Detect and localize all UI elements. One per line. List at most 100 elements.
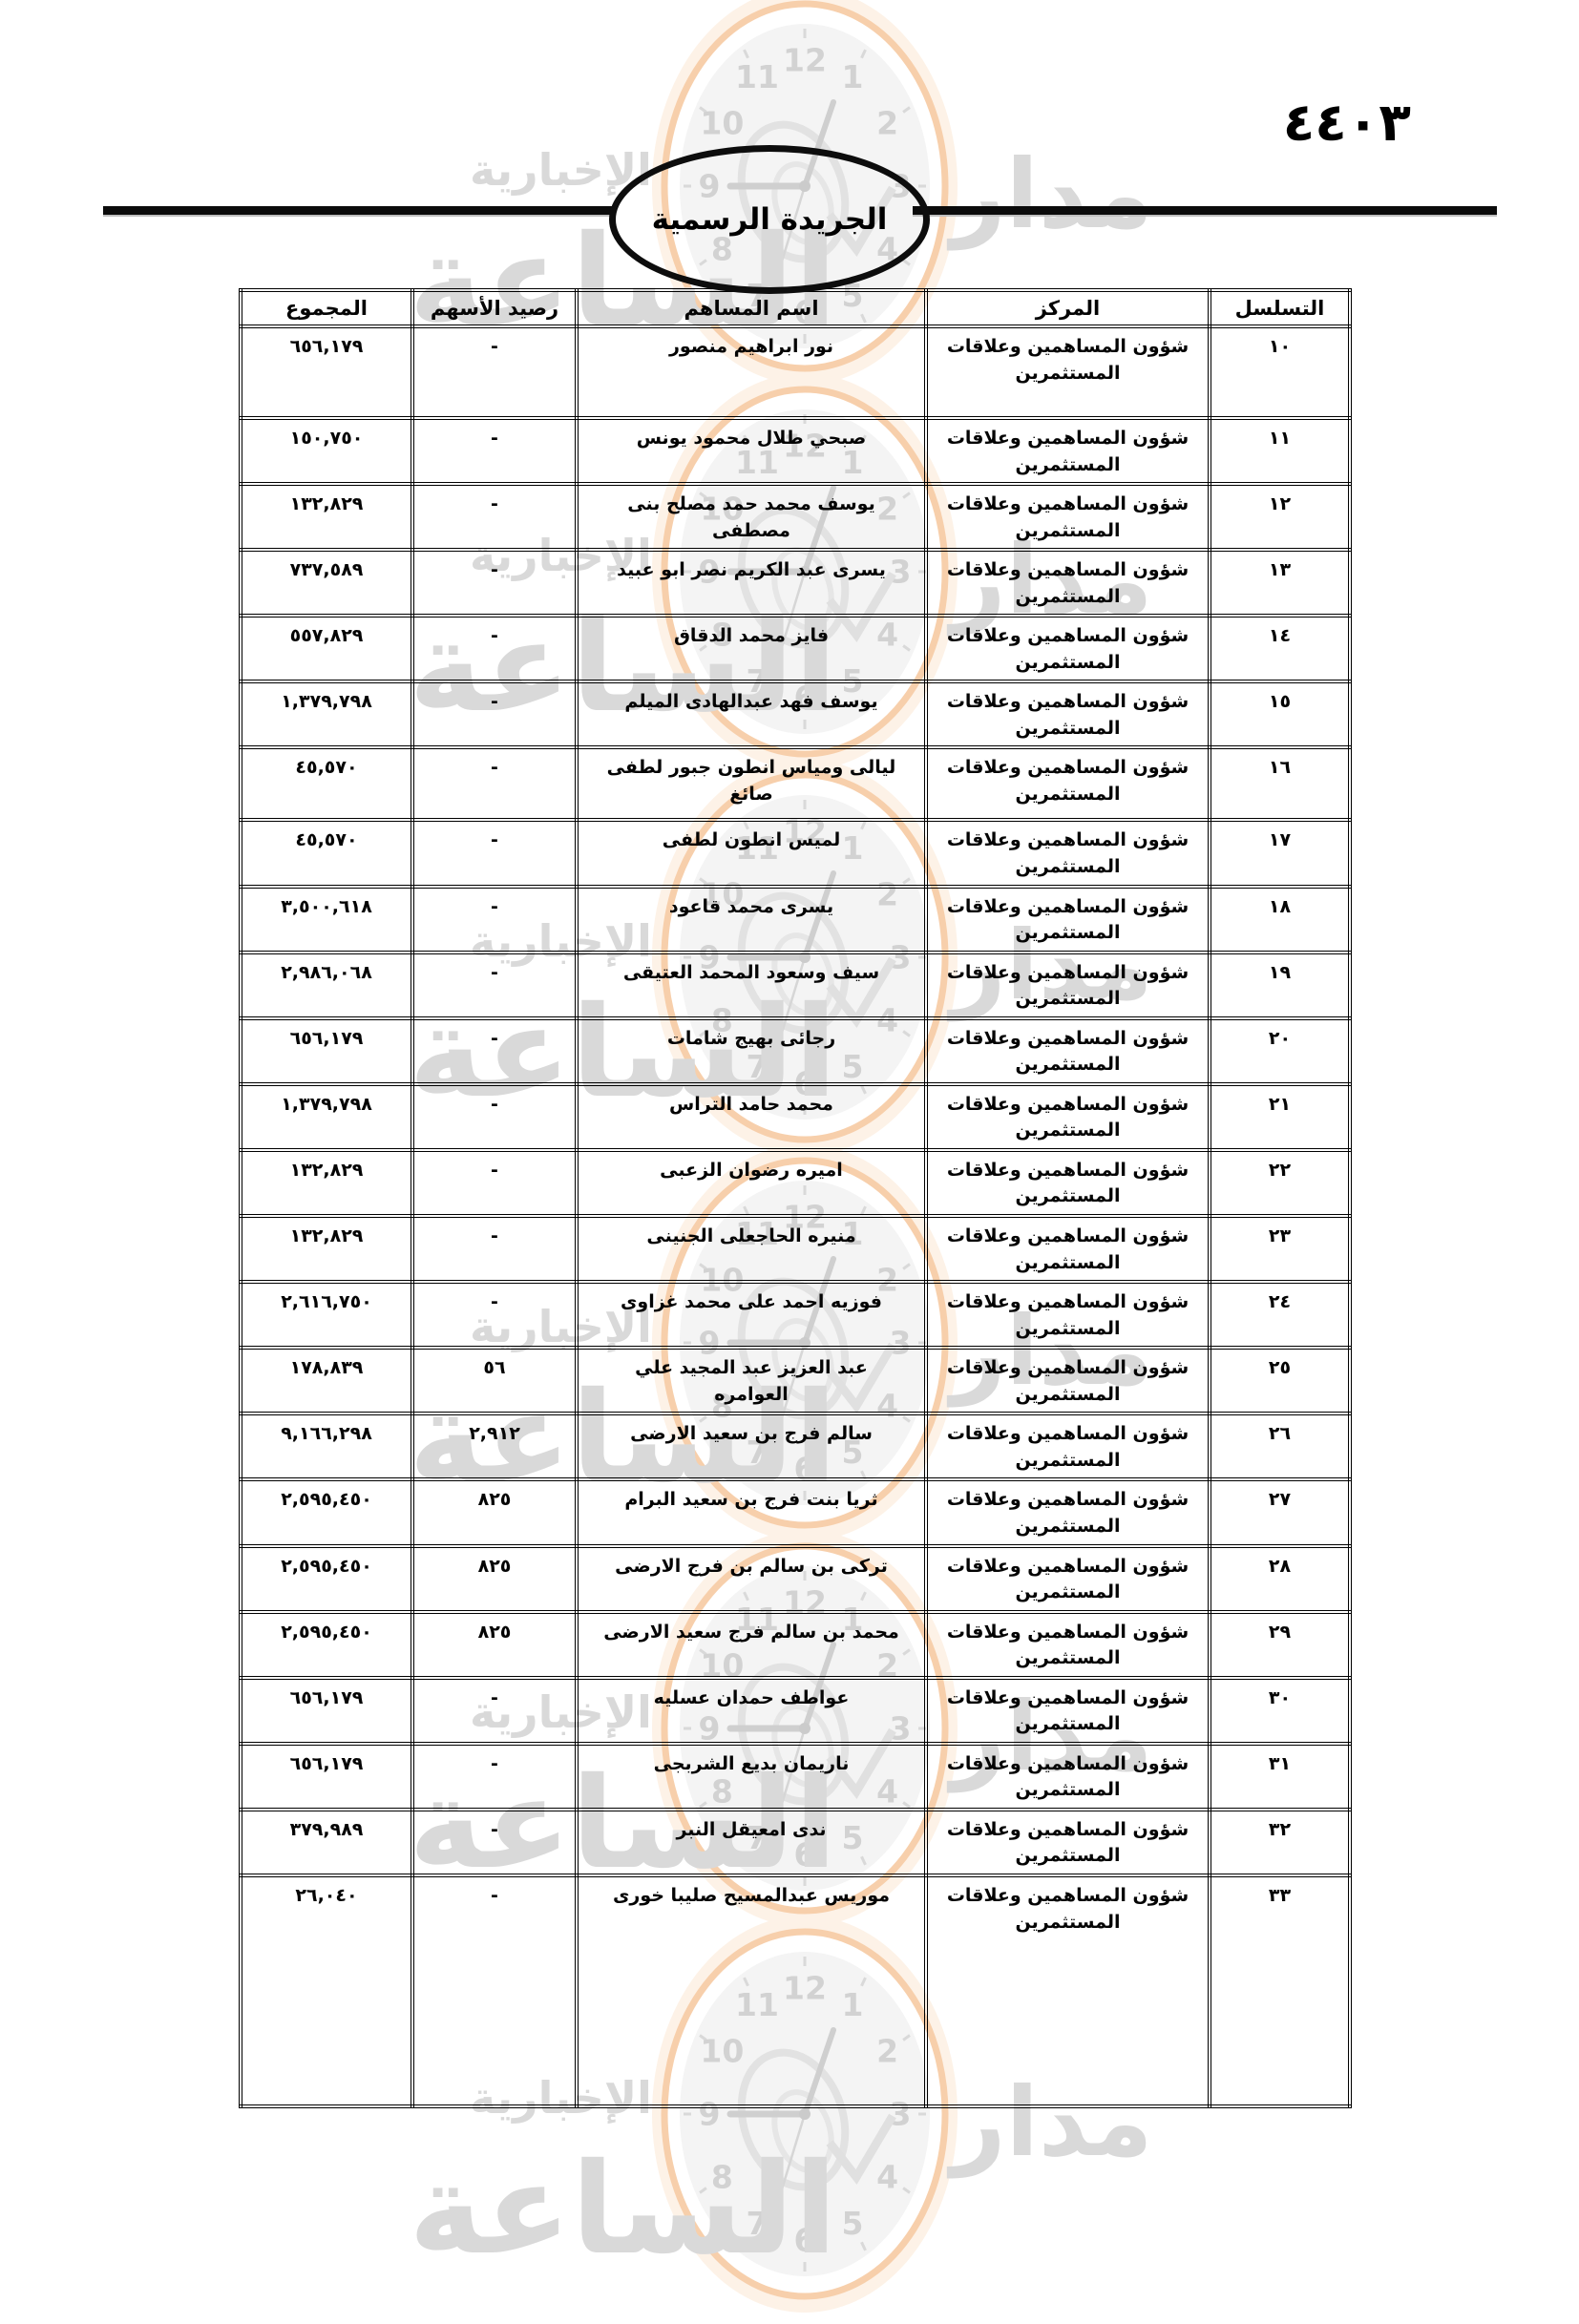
cell-name: اميره رضوان الزعبى: [575, 1147, 928, 1219]
cell-balance: ٨٢٥: [411, 1477, 579, 1548]
cell-total: ٤٥,٥٧٠: [239, 745, 414, 823]
cell-serial: ٢٨: [1208, 1543, 1352, 1614]
cell-total: ٢,٥٩٥,٤٥٠: [239, 1543, 414, 1614]
table-row: ٣٣ شؤون المساهمين وعلاقات المستثمرين موريس…: [239, 1873, 1352, 2108]
cell-position: شؤون المساهمين وعلاقات المستثمرين: [924, 1477, 1211, 1548]
cell-total: ١٥٠,٧٥٠: [239, 415, 414, 487]
cell-balance: -: [411, 1015, 579, 1086]
cell-balance: -: [411, 1675, 579, 1746]
cell-total: ١,٣٧٩,٧٩٨: [239, 680, 414, 750]
cell-position: شؤون المساهمين وعلاقات المستثمرين: [924, 415, 1211, 487]
cell-serial: ١٥: [1208, 680, 1352, 750]
cell-serial: ١٣: [1208, 548, 1352, 618]
cell-name: محمد بن سالم فرج سعيد الارضى: [575, 1609, 928, 1680]
cell-balance: ٥٦: [411, 1346, 579, 1416]
svg-text:4: 4: [876, 2159, 898, 2196]
cell-serial: ٣٠: [1208, 1675, 1352, 1746]
cell-name: يسرى محمد قاعود: [575, 884, 928, 954]
divider-line-right: [913, 206, 1497, 215]
cell-serial: ١٠: [1208, 325, 1352, 420]
cell-position: شؤون المساهمين وعلاقات المستثمرين: [924, 884, 1211, 954]
cell-name: عواطف حمدان عسليه: [575, 1675, 928, 1746]
svg-text:8: 8: [711, 2159, 733, 2196]
cell-balance: -: [411, 614, 579, 684]
cell-serial: ١٤: [1208, 614, 1352, 684]
cell-position: شؤون المساهمين وعلاقات المستثمرين: [924, 548, 1211, 618]
cell-balance: ٢,٩١٢: [411, 1412, 579, 1482]
cell-name: سيف وسعود المحمد العتيقى: [575, 950, 928, 1020]
cell-position: شؤون المساهمين وعلاقات المستثمرين: [924, 325, 1211, 420]
table-row: ٢٤ شؤون المساهمين وعلاقات المستثمرين فوزيه…: [239, 1280, 1352, 1350]
cell-serial: ٢٢: [1208, 1147, 1352, 1219]
table-row: ٢١ شؤون المساهمين وعلاقات المستثمرين محمد …: [239, 1081, 1352, 1152]
cell-name: تركى بن سالم بن فرج الارضى: [575, 1543, 928, 1614]
column-header-position: المركز: [924, 288, 1211, 328]
page-number: ٤٤٠٣: [1282, 92, 1411, 153]
cell-total: ٤٥,٥٧٠: [239, 818, 414, 889]
table-row: ١٠ شؤون المساهمين وعلاقات المستثمرين نور ا…: [239, 325, 1352, 420]
cell-balance: -: [411, 1081, 579, 1152]
cell-total: ٣,٥٠٠,٦١٨: [239, 884, 414, 954]
svg-text:12: 12: [783, 42, 827, 79]
cell-balance: ٨٢٥: [411, 1543, 579, 1614]
watermark-word-madar: مدار: [951, 138, 1153, 250]
cell-name: ثريا بنت فرج بن سعيد البرام: [575, 1477, 928, 1548]
cell-balance: -: [411, 745, 579, 823]
cell-total: ١٣٢,٨٢٩: [239, 1214, 414, 1285]
cell-balance: -: [411, 1807, 579, 1877]
cell-position: شؤون المساهمين وعلاقات المستثمرين: [924, 1675, 1211, 1746]
cell-name: يوسف فهد عبدالهادى الميلم: [575, 680, 928, 750]
cell-name: صبحي طلال محمود يونس: [575, 415, 928, 487]
cell-position: شؤون المساهمين وعلاقات المستثمرين: [924, 1081, 1211, 1152]
watermark-word-ikhbariya: الإخبارية: [470, 144, 652, 196]
table-row: ١٤ شؤون المساهمين وعلاقات المستثمرين فايز …: [239, 614, 1352, 684]
table-header-row: التسلسل المركز اسم المساهم رصيد الأسهم المجم…: [239, 288, 1352, 328]
svg-text:10: 10: [700, 105, 744, 142]
cell-total: ١,٣٧٩,٧٩٨: [239, 1081, 414, 1152]
cell-total: ٢٦,٠٤٠: [239, 1873, 414, 2108]
cell-serial: ٢٦: [1208, 1412, 1352, 1482]
cell-name: فايز محمد الدقاق: [575, 614, 928, 684]
cell-serial: ٢٠: [1208, 1015, 1352, 1086]
cell-balance: -: [411, 884, 579, 954]
table-row: ٢٧ شؤون المساهمين وعلاقات المستثمرين ثريا …: [239, 1477, 1352, 1548]
cell-position: شؤون المساهمين وعلاقات المستثمرين: [924, 1412, 1211, 1482]
cell-position: شؤون المساهمين وعلاقات المستثمرين: [924, 680, 1211, 750]
cell-serial: ١٧: [1208, 818, 1352, 889]
cell-total: ٢,٦١٦,٧٥٠: [239, 1280, 414, 1350]
cell-balance: -: [411, 548, 579, 618]
column-header-serial: التسلسل: [1208, 288, 1352, 328]
table-row: ١١ شؤون المساهمين وعلاقات المستثمرين صبحي …: [239, 415, 1352, 487]
table-row: ١٥ شؤون المساهمين وعلاقات المستثمرين يوسف …: [239, 680, 1352, 750]
cell-balance: -: [411, 680, 579, 750]
table-row: ٢٣ شؤون المساهمين وعلاقات المستثمرين منيره…: [239, 1214, 1352, 1285]
cell-total: ٦٥٦,١٧٩: [239, 1741, 414, 1811]
cell-serial: ٣٣: [1208, 1873, 1352, 2108]
cell-position: شؤون المساهمين وعلاقات المستثمرين: [924, 614, 1211, 684]
cell-serial: ٢٩: [1208, 1609, 1352, 1680]
cell-serial: ٢٣: [1208, 1214, 1352, 1285]
cell-position: شؤون المساهمين وعلاقات المستثمرين: [924, 818, 1211, 889]
cell-balance: -: [411, 415, 579, 487]
cell-name: ليالى ومياس انطون جبور لطفى صائغ: [575, 745, 928, 823]
cell-name: لميس انطون لطفى: [575, 818, 928, 889]
cell-balance: ٨٢٥: [411, 1609, 579, 1680]
table-row: ٢٢ شؤون المساهمين وعلاقات المستثمرين اميره…: [239, 1147, 1352, 1219]
cell-total: ٢,٥٩٥,٤٥٠: [239, 1477, 414, 1548]
cell-serial: ٢٤: [1208, 1280, 1352, 1350]
cell-balance: -: [411, 1147, 579, 1219]
gazette-title: الجريدة الرسمية: [651, 202, 888, 237]
cell-name: ندى امعيقل النبر: [575, 1807, 928, 1877]
cell-position: شؤون المساهمين وعلاقات المستثمرين: [924, 1280, 1211, 1350]
cell-balance: -: [411, 1214, 579, 1285]
cell-total: ١٣٢,٨٢٩: [239, 482, 414, 553]
cell-name: رجائى بهيج شامات: [575, 1015, 928, 1086]
cell-name: منيره الحاجعلى الجنينى: [575, 1214, 928, 1285]
cell-balance: -: [411, 482, 579, 553]
table-row: ٢٩ شؤون المساهمين وعلاقات المستثمرين محمد …: [239, 1609, 1352, 1680]
cell-name: نور ابراهيم منصور: [575, 325, 928, 420]
table-row: ٢٨ شؤون المساهمين وعلاقات المستثمرين تركى …: [239, 1543, 1352, 1614]
cell-serial: ١٦: [1208, 745, 1352, 823]
cell-total: ٥٥٧,٨٢٩: [239, 614, 414, 684]
cell-balance: -: [411, 1873, 579, 2108]
